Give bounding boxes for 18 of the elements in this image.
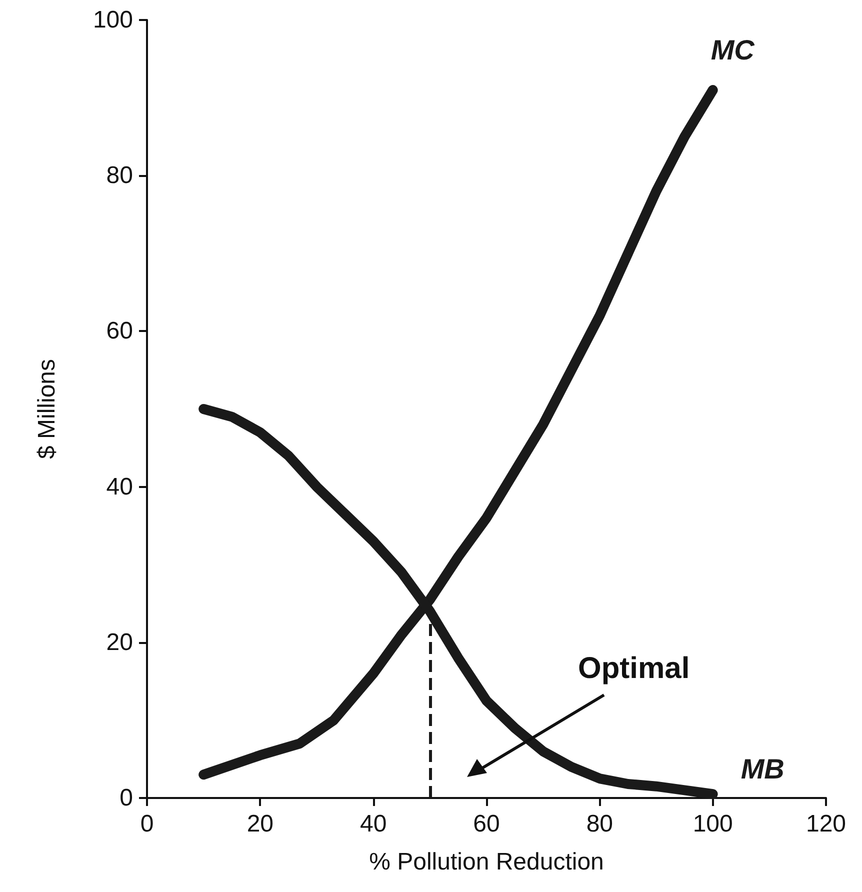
series-label: MB bbox=[740, 754, 784, 785]
x-tick-label: 100 bbox=[692, 810, 733, 838]
x-tick-label: 40 bbox=[360, 810, 387, 838]
x-axis-title: % Pollution Reduction bbox=[369, 848, 604, 876]
x-tick-label: 0 bbox=[140, 810, 154, 838]
y-tick-label: 100 bbox=[92, 6, 133, 34]
y-tick-label: 40 bbox=[106, 473, 133, 500]
x-tick-label: 80 bbox=[586, 810, 614, 838]
y-tick-label: 20 bbox=[106, 628, 133, 656]
y-tick-label: 0 bbox=[120, 784, 133, 812]
annotation: Optimal bbox=[578, 652, 690, 686]
y-tick-label: 80 bbox=[106, 162, 133, 190]
x-tick-label: 20 bbox=[246, 810, 274, 838]
y-tick-label: 60 bbox=[106, 318, 133, 345]
series-label: MC bbox=[710, 34, 756, 66]
y-axis-title: $ Millions bbox=[34, 358, 60, 460]
x-tick-label: 120 bbox=[806, 810, 846, 838]
x-tick-label: 60 bbox=[473, 810, 500, 838]
